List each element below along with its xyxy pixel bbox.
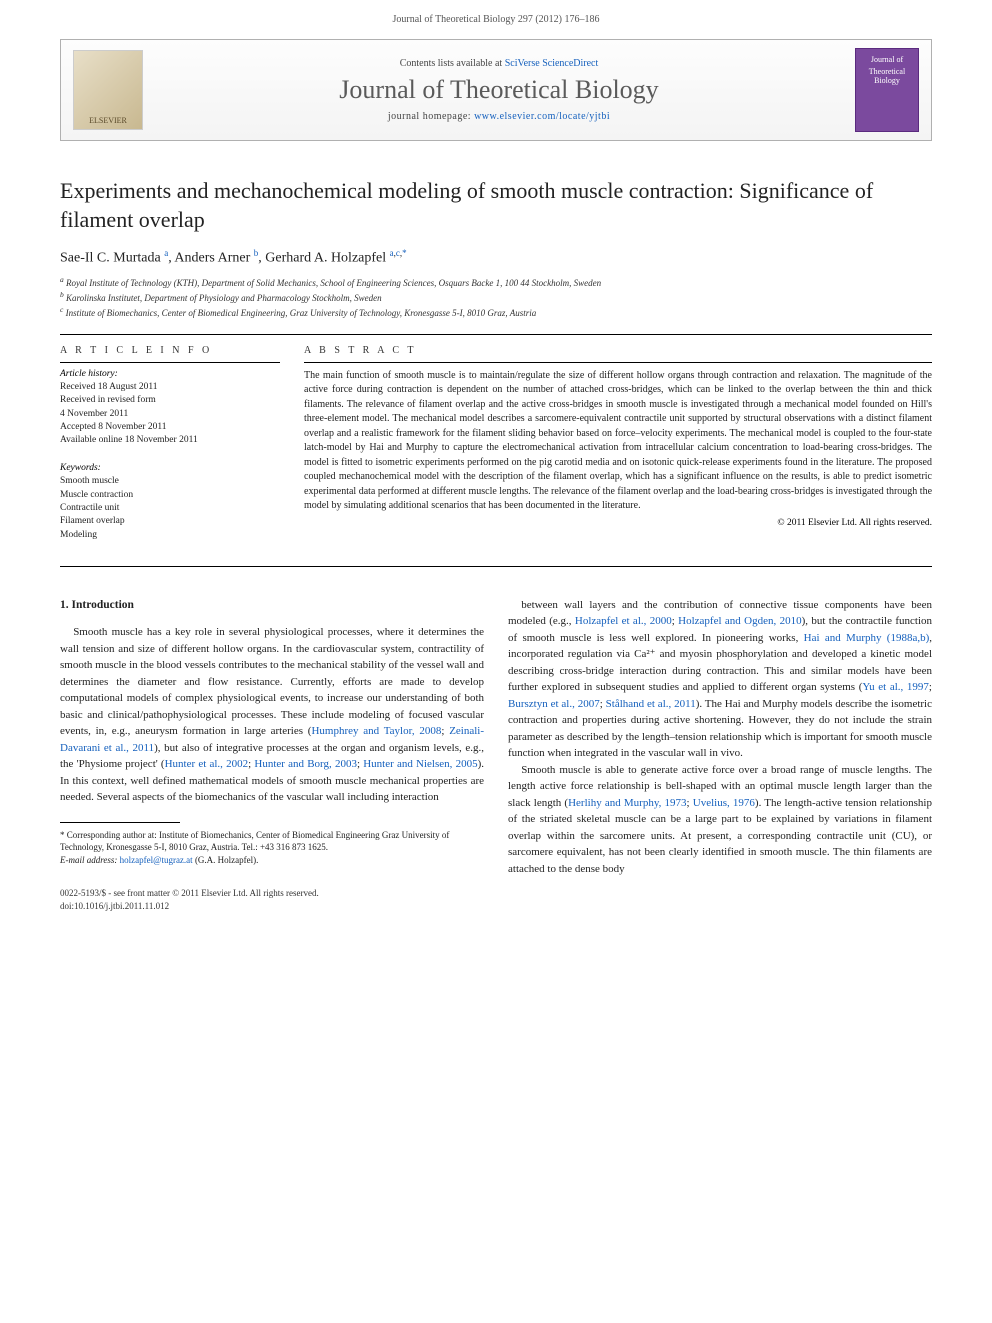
history-line: Received 18 August 2011 <box>60 381 280 394</box>
aff-link-a[interactable]: a <box>164 248 168 258</box>
aff-link-c[interactable]: c <box>396 248 400 258</box>
contents-line: Contents lists available at SciVerse Sci… <box>143 58 855 69</box>
body-text: ; <box>441 725 449 737</box>
running-header-text: Journal of Theoretical Biology 297 (2012… <box>392 14 599 25</box>
doi-block: 0022-5193/$ - see front matter © 2011 El… <box>60 887 932 912</box>
rule-bottom <box>60 566 932 567</box>
body-paragraph: Smooth muscle has a key role in several … <box>60 624 484 806</box>
affiliation-a: a Royal Institute of Technology (KTH), D… <box>60 275 932 290</box>
cover-small-title: Theoretical Biology <box>860 67 914 86</box>
affiliation-b-text: Karolinska Institutet, Department of Phy… <box>66 293 382 303</box>
body-columns: 1. Introduction Smooth muscle has a key … <box>60 597 932 878</box>
footnote-rule <box>60 822 180 823</box>
info-abstract-row: A R T I C L E I N F O Article history: R… <box>60 345 932 552</box>
email-who: (G.A. Holzapfel). <box>195 855 258 865</box>
citation-link[interactable]: Holzapfel et al., 2000 <box>575 615 672 627</box>
article-info-heading: A R T I C L E I N F O <box>60 345 280 356</box>
rule-top <box>60 334 932 335</box>
citation-link[interactable]: Hunter and Nielsen, 2005 <box>363 758 477 770</box>
aff-link-a2[interactable]: a <box>390 248 394 258</box>
abstract-text: The main function of smooth muscle is to… <box>304 362 932 514</box>
keyword: Filament overlap <box>60 515 280 528</box>
email-label: E-mail address: <box>60 855 117 865</box>
body-paragraph: between wall layers and the contribution… <box>508 597 932 762</box>
citation-link[interactable]: Hunter and Borg, 2003 <box>254 758 357 770</box>
history-line: Available online 18 November 2011 <box>60 434 280 447</box>
affiliation-c: c Institute of Biomechanics, Center of B… <box>60 305 932 320</box>
keyword: Smooth muscle <box>60 475 280 488</box>
citation-link[interactable]: Humphrey and Taylor, 2008 <box>311 725 441 737</box>
citation-link[interactable]: Yu et al., 1997 <box>862 681 929 693</box>
cover-small-top: Journal of <box>860 55 914 65</box>
keyword: Muscle contraction <box>60 489 280 502</box>
history-line: Received in revised form <box>60 394 280 407</box>
aff-link-b[interactable]: b <box>254 248 259 258</box>
affiliation-b: b Karolinska Institutet, Department of P… <box>60 290 932 305</box>
corresponding-footnote: * Corresponding author at: Institute of … <box>60 829 484 867</box>
section-heading: 1. Introduction <box>60 597 484 614</box>
publisher-logo: ELSEVIER <box>73 50 143 130</box>
homepage-link[interactable]: www.elsevier.com/locate/yjtbi <box>474 111 610 122</box>
banner-center: Contents lists available at SciVerse Sci… <box>143 58 855 122</box>
article-title: Experiments and mechanochemical modeling… <box>60 177 932 234</box>
abstract-column: A B S T R A C T The main function of smo… <box>304 345 932 552</box>
history-label: Article history: <box>60 369 280 379</box>
affiliation-a-text: Royal Institute of Technology (KTH), Dep… <box>66 278 601 288</box>
keyword: Contractile unit <box>60 502 280 515</box>
body-col-right: between wall layers and the contribution… <box>508 597 932 878</box>
body-col-left: 1. Introduction Smooth muscle has a key … <box>60 597 484 878</box>
doi-line: doi:10.1016/j.jtbi.2011.11.012 <box>60 900 932 913</box>
homepage-prefix: journal homepage: <box>388 111 474 122</box>
article-info-column: A R T I C L E I N F O Article history: R… <box>60 345 280 552</box>
keywords-label: Keywords: <box>60 463 280 473</box>
authors-line: Sae-Il C. Murtada a, Anders Arner b, Ger… <box>60 248 932 267</box>
section-number: 1. <box>60 599 69 611</box>
citation-link[interactable]: Hai and Murphy (1988a,b) <box>804 632 930 644</box>
body-text: Smooth muscle has a key role in several … <box>60 626 484 737</box>
history-line: 4 November 2011 <box>60 408 280 421</box>
citation-link[interactable]: Hunter et al., 2002 <box>165 758 249 770</box>
contents-prefix: Contents lists available at <box>400 58 505 69</box>
history-line: Accepted 8 November 2011 <box>60 421 280 434</box>
section-title: Introduction <box>72 599 134 611</box>
running-header: Journal of Theoretical Biology 297 (2012… <box>0 0 992 33</box>
affiliations: a Royal Institute of Technology (KTH), D… <box>60 275 932 320</box>
article-history: Article history: Received 18 August 2011… <box>60 362 280 447</box>
email-line: E-mail address: holzapfel@tugraz.at (G.A… <box>60 854 484 867</box>
citation-link[interactable]: Uvelius, 1976 <box>693 797 755 809</box>
email-link[interactable]: holzapfel@tugraz.at <box>120 855 193 865</box>
contents-link[interactable]: SciVerse ScienceDirect <box>505 58 599 69</box>
journal-banner: ELSEVIER Contents lists available at Sci… <box>60 39 932 141</box>
publisher-logo-text: ELSEVIER <box>89 116 127 125</box>
front-matter-line: 0022-5193/$ - see front matter © 2011 El… <box>60 887 932 900</box>
abstract-heading: A B S T R A C T <box>304 345 932 356</box>
journal-name: Journal of Theoretical Biology <box>143 75 855 105</box>
body-text: ; <box>929 681 932 693</box>
keyword: Modeling <box>60 529 280 542</box>
citation-link[interactable]: Herlihy and Murphy, 1973 <box>568 797 686 809</box>
citation-link[interactable]: Bursztyn et al., 2007 <box>508 698 600 710</box>
corr-link[interactable]: * <box>402 248 407 258</box>
corr-text: * Corresponding author at: Institute of … <box>60 829 484 854</box>
journal-cover-thumb: Journal of Theoretical Biology <box>855 48 919 132</box>
body-paragraph: Smooth muscle is able to generate active… <box>508 762 932 878</box>
citation-link[interactable]: Stålhand et al., 2011 <box>606 698 696 710</box>
affiliation-c-text: Institute of Biomechanics, Center of Bio… <box>66 308 537 318</box>
citation-link[interactable]: Holzapfel and Ogden, 2010 <box>678 615 801 627</box>
keywords-block: Keywords: Smooth muscle Muscle contracti… <box>60 457 280 541</box>
journal-homepage: journal homepage: www.elsevier.com/locat… <box>143 111 855 122</box>
abstract-copyright: © 2011 Elsevier Ltd. All rights reserved… <box>304 518 932 528</box>
